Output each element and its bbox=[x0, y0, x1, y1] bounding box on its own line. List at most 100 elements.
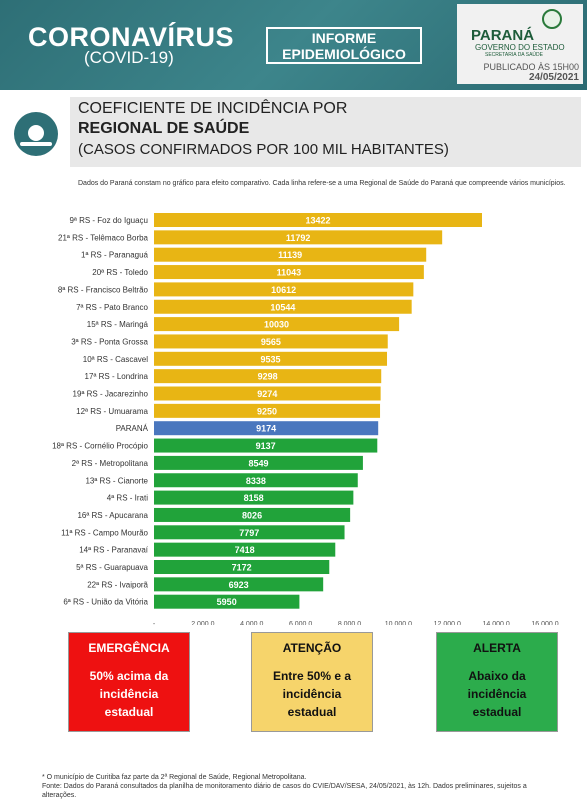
bar-13 bbox=[154, 438, 378, 453]
category-label: 15ª RS - Maringá bbox=[87, 320, 149, 329]
bar-7 bbox=[154, 334, 388, 349]
category-label: 8ª RS - Francisco Beltrão bbox=[58, 285, 149, 294]
value-label: 10030 bbox=[264, 320, 289, 330]
value-label: 7172 bbox=[232, 563, 252, 573]
bar-3 bbox=[154, 265, 424, 280]
category-label: 2ª RS - Metropolitana bbox=[72, 459, 149, 468]
value-label: 9565 bbox=[261, 337, 281, 347]
chart-heading: COEFICIENTE DE INCIDÊNCIA POR REGIONAL D… bbox=[70, 97, 581, 167]
category-label: 16ª RS - Apucarana bbox=[77, 511, 148, 520]
value-label: 7418 bbox=[235, 545, 255, 555]
category-label: 1ª RS - Paranaguá bbox=[81, 251, 149, 260]
value-label: 8549 bbox=[248, 458, 268, 468]
bar-17 bbox=[154, 507, 351, 522]
value-label: 10544 bbox=[270, 302, 295, 312]
x-tick-label: 16.000,0 bbox=[531, 621, 558, 625]
virus-icon bbox=[28, 125, 44, 141]
legend-alert-title: ALERTA bbox=[473, 641, 521, 655]
state-coat-of-arms-icon bbox=[542, 9, 562, 29]
header-title: CORONAVÍRUS bbox=[28, 22, 235, 52]
x-tick-label: 14.000,0 bbox=[483, 621, 510, 625]
value-label: 6923 bbox=[229, 580, 249, 590]
bar-4 bbox=[154, 282, 414, 297]
bar-19 bbox=[154, 542, 336, 557]
legend-emergency-text: 50% acima da incidência estadual bbox=[89, 669, 169, 719]
category-label: 19ª RS - Jacarezinho bbox=[73, 390, 149, 399]
value-label: 5950 bbox=[217, 597, 237, 607]
incidence-bar-chart: 9ª RS - Foz do Iguaçu 13422 21ª RS - Telêm… bbox=[52, 213, 559, 625]
x-tick-label: 2.000,0 bbox=[191, 621, 214, 625]
category-label: 17ª RS - Londrina bbox=[85, 372, 149, 381]
legend-attention: ATENÇÃO Entre 50% e a incidência estadua… bbox=[251, 632, 373, 732]
heading-line-1: COEFICIENTE DE INCIDÊNCIA POR bbox=[78, 100, 348, 117]
category-label: 9ª RS - Foz do Iguaçu bbox=[69, 216, 148, 225]
category-label: 14ª RS - Paranavaí bbox=[79, 546, 149, 555]
bar-16 bbox=[154, 490, 354, 505]
bar-5 bbox=[154, 299, 412, 314]
category-label: 20ª RS - Toledo bbox=[92, 268, 148, 277]
bar-20 bbox=[154, 560, 330, 574]
bar-10 bbox=[154, 386, 381, 401]
category-label: 5ª RS - Guarapuava bbox=[76, 563, 148, 572]
header-subtitle: (COVID-19) bbox=[84, 48, 174, 67]
footer-line-2: Fonte: Dados do Paraná consultados da pl… bbox=[42, 783, 527, 799]
chart-note: Dados do Paraná constam no gráfico para … bbox=[78, 180, 566, 187]
report-label-box: INFORME EPIDEMIOLÓGICO bbox=[266, 27, 422, 64]
legend-emergency: EMERGÊNCIA 50% acima da incidência estad… bbox=[68, 632, 190, 732]
value-label: 9535 bbox=[260, 354, 280, 364]
footer-line-1: * O município de Curitiba faz parte da 2… bbox=[42, 774, 307, 781]
value-label: 10612 bbox=[271, 285, 296, 295]
x-tick-label: 4.000,0 bbox=[240, 621, 263, 625]
bar-2 bbox=[154, 247, 427, 262]
category-label: 11ª RS - Campo Mourão bbox=[61, 528, 148, 537]
value-label: 11139 bbox=[278, 250, 302, 260]
state-name: PARANÁ bbox=[471, 27, 535, 44]
category-label: PARANÁ bbox=[116, 424, 149, 433]
bar-18 bbox=[154, 525, 345, 540]
category-label: 18ª RS - Cornélio Procópio bbox=[52, 442, 148, 451]
report-label-2: EPIDEMIOLÓGICO bbox=[282, 46, 406, 62]
category-label: 7ª RS - Pato Branco bbox=[76, 303, 148, 312]
value-label: 7797 bbox=[239, 528, 259, 538]
category-label: 10ª RS - Cascavel bbox=[83, 355, 148, 364]
value-label: 8026 bbox=[242, 510, 262, 520]
footer-notes: * O município de Curitiba faz parte da 2… bbox=[42, 773, 562, 800]
x-tick-label: 6.000,0 bbox=[289, 621, 312, 625]
legend-alert: ALERTA Abaixo da incidência estadual bbox=[436, 632, 558, 732]
category-label: 12ª RS - Umuarama bbox=[76, 407, 148, 416]
map-band-icon bbox=[20, 142, 52, 146]
secretariat-label: SECRETARIA DA SAÚDE bbox=[485, 52, 543, 58]
bar-1 bbox=[154, 230, 443, 245]
bar-15 bbox=[154, 473, 358, 488]
published-date: 24/05/2021 bbox=[528, 72, 579, 83]
x-tick-label: 12.000,0 bbox=[434, 621, 461, 625]
legend-attention-text: Entre 50% e a incidência estadual bbox=[272, 669, 352, 719]
value-label: 8158 bbox=[244, 493, 264, 503]
category-label: 13ª RS - Cianorte bbox=[85, 476, 148, 485]
heading-line-2: REGIONAL DE SAÚDE bbox=[78, 120, 250, 137]
heading-line-3: (CASOS CONFIRMADOS POR 100 MIL HABITANTE… bbox=[78, 141, 449, 158]
government-label: GOVERNO DO ESTADO bbox=[475, 43, 565, 52]
report-label-1: INFORME bbox=[311, 30, 377, 46]
category-label: 4ª RS - Irati bbox=[107, 494, 148, 503]
value-label: 11043 bbox=[277, 268, 302, 278]
value-label: 9174 bbox=[256, 424, 276, 434]
x-tick-label: 8.000,0 bbox=[338, 621, 361, 625]
bar-9 bbox=[154, 369, 382, 384]
header-banner: CORONAVÍRUS (COVID-19) INFORME EPIDEMIOL… bbox=[0, 0, 587, 90]
legend-emergency-title: EMERGÊNCIA bbox=[88, 641, 170, 655]
legend-attention-title: ATENÇÃO bbox=[282, 641, 342, 655]
government-logo-box: PARANÁ GOVERNO DO ESTADO SECRETARIA DA S… bbox=[457, 4, 583, 84]
category-label: 3ª RS - Ponta Grossa bbox=[71, 337, 148, 346]
bar-21 bbox=[154, 577, 324, 592]
x-tick-label: - bbox=[153, 621, 156, 625]
legend-alert-text: Abaixo da incidência estadual bbox=[467, 669, 527, 719]
value-label: 9298 bbox=[258, 372, 278, 382]
value-label: 9137 bbox=[256, 441, 276, 451]
category-label: 21ª RS - Telêmaco Borba bbox=[58, 233, 149, 242]
bar-12 bbox=[154, 421, 379, 436]
bar-22 bbox=[154, 594, 300, 609]
value-label: 8338 bbox=[246, 476, 266, 486]
bar-8 bbox=[154, 351, 388, 366]
